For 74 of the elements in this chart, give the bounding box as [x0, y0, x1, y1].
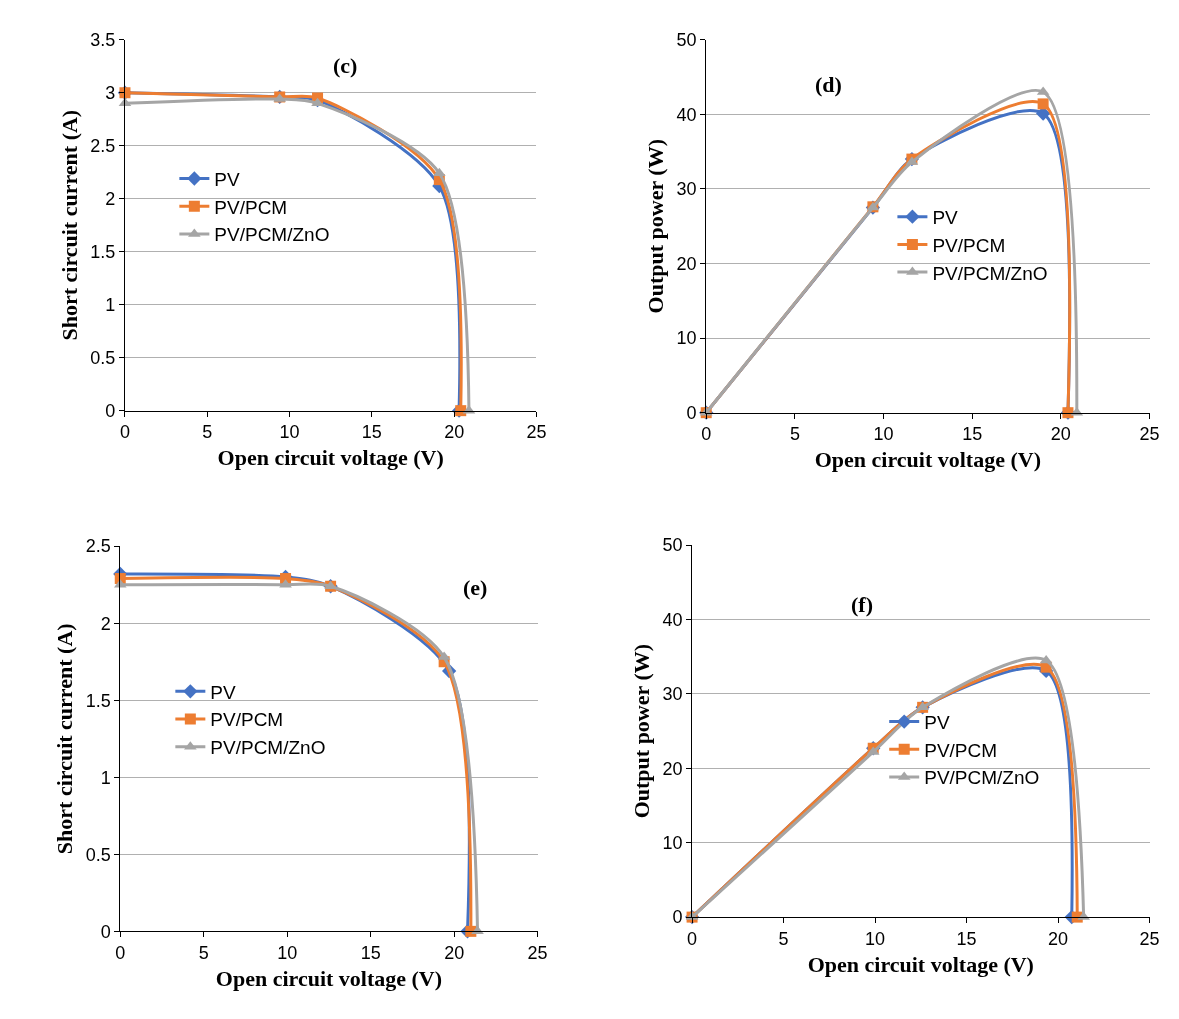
- y-tick-label: 2: [105, 189, 116, 209]
- x-tick-label: 5: [198, 942, 209, 963]
- y-tick-label: 0.5: [90, 347, 116, 368]
- legend-label: PV/PCM: [924, 739, 998, 761]
- x-tick-label: 0: [701, 424, 712, 445]
- y-tick-label: 1: [105, 294, 116, 315]
- x-tick-label: 20: [444, 422, 465, 443]
- y-tick-label: 0.5: [85, 844, 111, 865]
- y-axis-title: Output power (W): [629, 643, 655, 819]
- y-tick-label: 0: [672, 907, 683, 928]
- point: [432, 167, 446, 177]
- x-tick-label: 20: [1050, 424, 1071, 445]
- x-tick-label: 10: [279, 422, 300, 443]
- legend-label: PV: [210, 681, 237, 703]
- y-tick-label: 2.5: [85, 536, 111, 557]
- x-tick-label: 0: [119, 422, 130, 443]
- legend-label: PV: [214, 168, 241, 190]
- legend-label: PV/PCM: [932, 234, 1006, 256]
- y-tick-label: 30: [662, 684, 683, 705]
- x-tick-label: 20: [444, 942, 465, 963]
- y-tick-label: 1.5: [85, 690, 111, 711]
- x-tick-label: 20: [1048, 928, 1069, 949]
- y-tick-label: 1.5: [90, 241, 116, 262]
- point: [1039, 654, 1053, 664]
- y-tick-label: 3.5: [90, 30, 116, 51]
- x-tick-label: 25: [1139, 928, 1160, 949]
- legend-label: PV/PCM: [214, 196, 288, 218]
- y-tick-label: 2.5: [90, 136, 116, 157]
- y-tick-label: 1: [100, 767, 111, 788]
- x-tick-label: 5: [202, 422, 213, 443]
- x-axis-title: Open circuit voltage (V): [814, 447, 1042, 473]
- legend-label: PV: [932, 207, 959, 229]
- x-tick-label: 10: [873, 424, 894, 445]
- legend-label: PV/PCM/ZnO: [210, 737, 326, 759]
- legend-label: PV/PCM/ZnO: [924, 767, 1040, 789]
- y-axis-title: Output power (W): [643, 139, 669, 314]
- x-tick-label: 25: [1139, 424, 1160, 445]
- y-tick-label: 40: [662, 609, 683, 630]
- y-tick-label: 50: [676, 30, 697, 51]
- text: (e): [463, 575, 488, 600]
- legend-label: PV/PCM: [210, 709, 284, 731]
- x-tick-label: 10: [865, 928, 886, 949]
- legend-label: PV/PCM/ZnO: [214, 224, 330, 246]
- y-tick-label: 3: [105, 83, 116, 104]
- x-tick-label: 25: [526, 422, 547, 443]
- legend-label: PV: [924, 711, 950, 733]
- x-tick-label: 5: [789, 424, 800, 445]
- x-tick-label: 15: [360, 942, 381, 963]
- y-axis-title: Short circuit current (A): [57, 109, 83, 341]
- x-tick-label: 15: [962, 424, 983, 445]
- y-tick-label: 40: [676, 104, 697, 125]
- x-tick-label: 25: [527, 942, 548, 963]
- x-tick-label: 5: [778, 928, 789, 949]
- y-tick-label: 0: [105, 400, 116, 421]
- y-tick-label: 10: [662, 833, 683, 854]
- x-tick-label: 15: [361, 422, 382, 443]
- x-axis-title: Open circuit voltage (V): [215, 965, 443, 991]
- legend-label: PV/PCM/ZnO: [932, 262, 1048, 284]
- y-tick-label: 30: [676, 179, 697, 200]
- x-axis-title: Open circuit voltage (V): [217, 445, 444, 471]
- y-tick-label: 20: [676, 253, 697, 274]
- x-axis-title: Open circuit voltage (V): [807, 951, 1034, 977]
- y-tick-label: 0: [686, 402, 697, 423]
- y-tick-label: 20: [662, 758, 683, 779]
- text: (c): [333, 53, 358, 78]
- y-tick-label: 2: [100, 613, 111, 634]
- x-tick-label: 15: [956, 928, 977, 949]
- y-tick-label: 10: [676, 328, 697, 349]
- y-tick-label: 50: [662, 535, 683, 556]
- x-tick-label: 10: [277, 942, 298, 963]
- point: [1037, 98, 1049, 110]
- text: (d): [815, 72, 842, 97]
- text: (f): [851, 592, 873, 617]
- y-axis-title: Short circuit current (A): [52, 623, 78, 855]
